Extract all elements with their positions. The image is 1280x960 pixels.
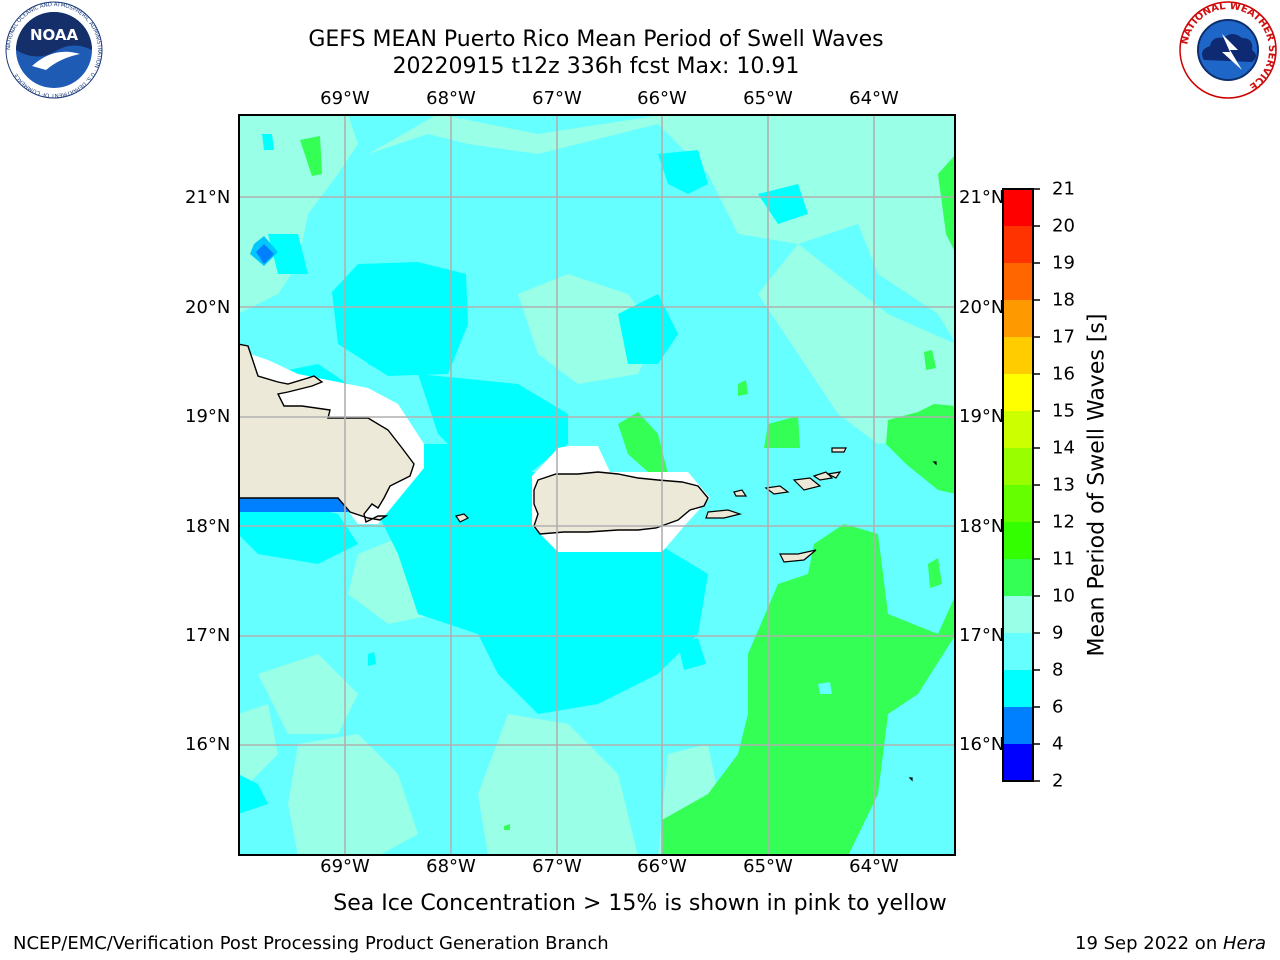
swell-field-10-11 [300, 136, 956, 856]
lon-label-bottom: 65°W [743, 856, 793, 877]
lon-label-bottom: 67°W [532, 856, 582, 877]
colorbar-tick-label: 20 [1052, 215, 1075, 237]
swell-field-6-8 [238, 134, 808, 814]
lon-label-top: 67°W [532, 88, 582, 109]
colorbar-tick-label: 17 [1052, 326, 1075, 348]
colorbar-tick-label: 9 [1052, 622, 1064, 644]
lon-label-top: 66°W [637, 88, 687, 109]
lat-label-right: 17°N [959, 625, 1005, 646]
lon-label-top: 69°W [320, 88, 370, 109]
colorbar-tick-label: 4 [1052, 733, 1064, 755]
lon-label-bottom: 64°W [849, 856, 899, 877]
lat-label-left: 17°N [185, 625, 231, 646]
noaa-logo: NATIONAL OCEANIC AND ATMOSPHERIC ADMINIS… [5, 1, 103, 99]
footer-date-text: 19 Sep 2022 on [1075, 933, 1223, 954]
map-subtitle: 20220915 t12z 336h fcst Max: 10.91 [392, 54, 800, 79]
lon-label-bottom: 69°W [320, 856, 370, 877]
map-border [238, 114, 956, 856]
swell-field-9-10 [238, 114, 956, 856]
lat-label-left: 18°N [185, 516, 231, 537]
colorbar-segments [1003, 189, 1033, 781]
colorbar-tick-label: 2 [1052, 770, 1064, 792]
lat-label-right: 18°N [959, 516, 1005, 537]
lat-label-left: 21°N [185, 187, 231, 208]
colorbar-tick-label: 8 [1052, 659, 1064, 681]
colorbar-tick-label: 10 [1052, 585, 1075, 607]
lon-label-top: 65°W [743, 88, 793, 109]
colorbar-tick-label: 21 [1052, 178, 1075, 200]
footer-machine: Hera [1222, 933, 1266, 954]
swell-field-4-6 [238, 236, 350, 512]
graticule [238, 114, 956, 856]
small-islands [455, 447, 937, 782]
lon-label-top: 68°W [426, 88, 476, 109]
svg-text:NOAA: NOAA [30, 26, 79, 44]
colorbar-tick-label: 12 [1052, 511, 1075, 533]
lat-label-right: 21°N [959, 187, 1005, 208]
lat-label-right: 19°N [959, 406, 1005, 427]
colorbar-tick-label: 6 [1052, 696, 1064, 718]
footer-credit: NCEP/EMC/Verification Post Processing Pr… [13, 933, 609, 954]
colorbar-tick-label: 13 [1052, 474, 1075, 496]
colorbar-label: Mean Period of Swell Waves [s] [1084, 313, 1110, 657]
colorbar [1002, 188, 1040, 782]
lat-label-left: 16°N [185, 734, 231, 755]
colorbar-tick-label: 11 [1052, 548, 1075, 570]
lat-label-left: 19°N [185, 406, 231, 427]
colorbar-tick-label: 19 [1052, 252, 1075, 274]
lon-label-bottom: 68°W [426, 856, 476, 877]
lat-label-right: 16°N [959, 734, 1005, 755]
colorbar-tick-label: 18 [1052, 289, 1075, 311]
map-title: GEFS MEAN Puerto Rico Mean Period of Swe… [308, 27, 884, 52]
lon-label-bottom: 66°W [637, 856, 687, 877]
lon-label-top: 64°W [849, 88, 899, 109]
colorbar-tick-label: 16 [1052, 363, 1075, 385]
lat-label-left: 20°N [185, 297, 231, 318]
map-panel [238, 114, 956, 856]
puerto-rico-landmass [533, 471, 709, 535]
hispaniola-landmass [238, 343, 415, 524]
lat-label-right: 20°N [959, 297, 1005, 318]
colorbar-tick-marks [1033, 188, 1040, 782]
colorbar-tick-label: 15 [1052, 400, 1075, 422]
sea-ice-caption: Sea Ice Concentration > 15% is shown in … [333, 891, 947, 916]
colorbar-tick-label: 14 [1052, 437, 1075, 459]
nws-logo: NATIONAL WEATHER SERVICE [1179, 1, 1277, 99]
footer-date: 19 Sep 2022 on Hera [1075, 933, 1266, 954]
